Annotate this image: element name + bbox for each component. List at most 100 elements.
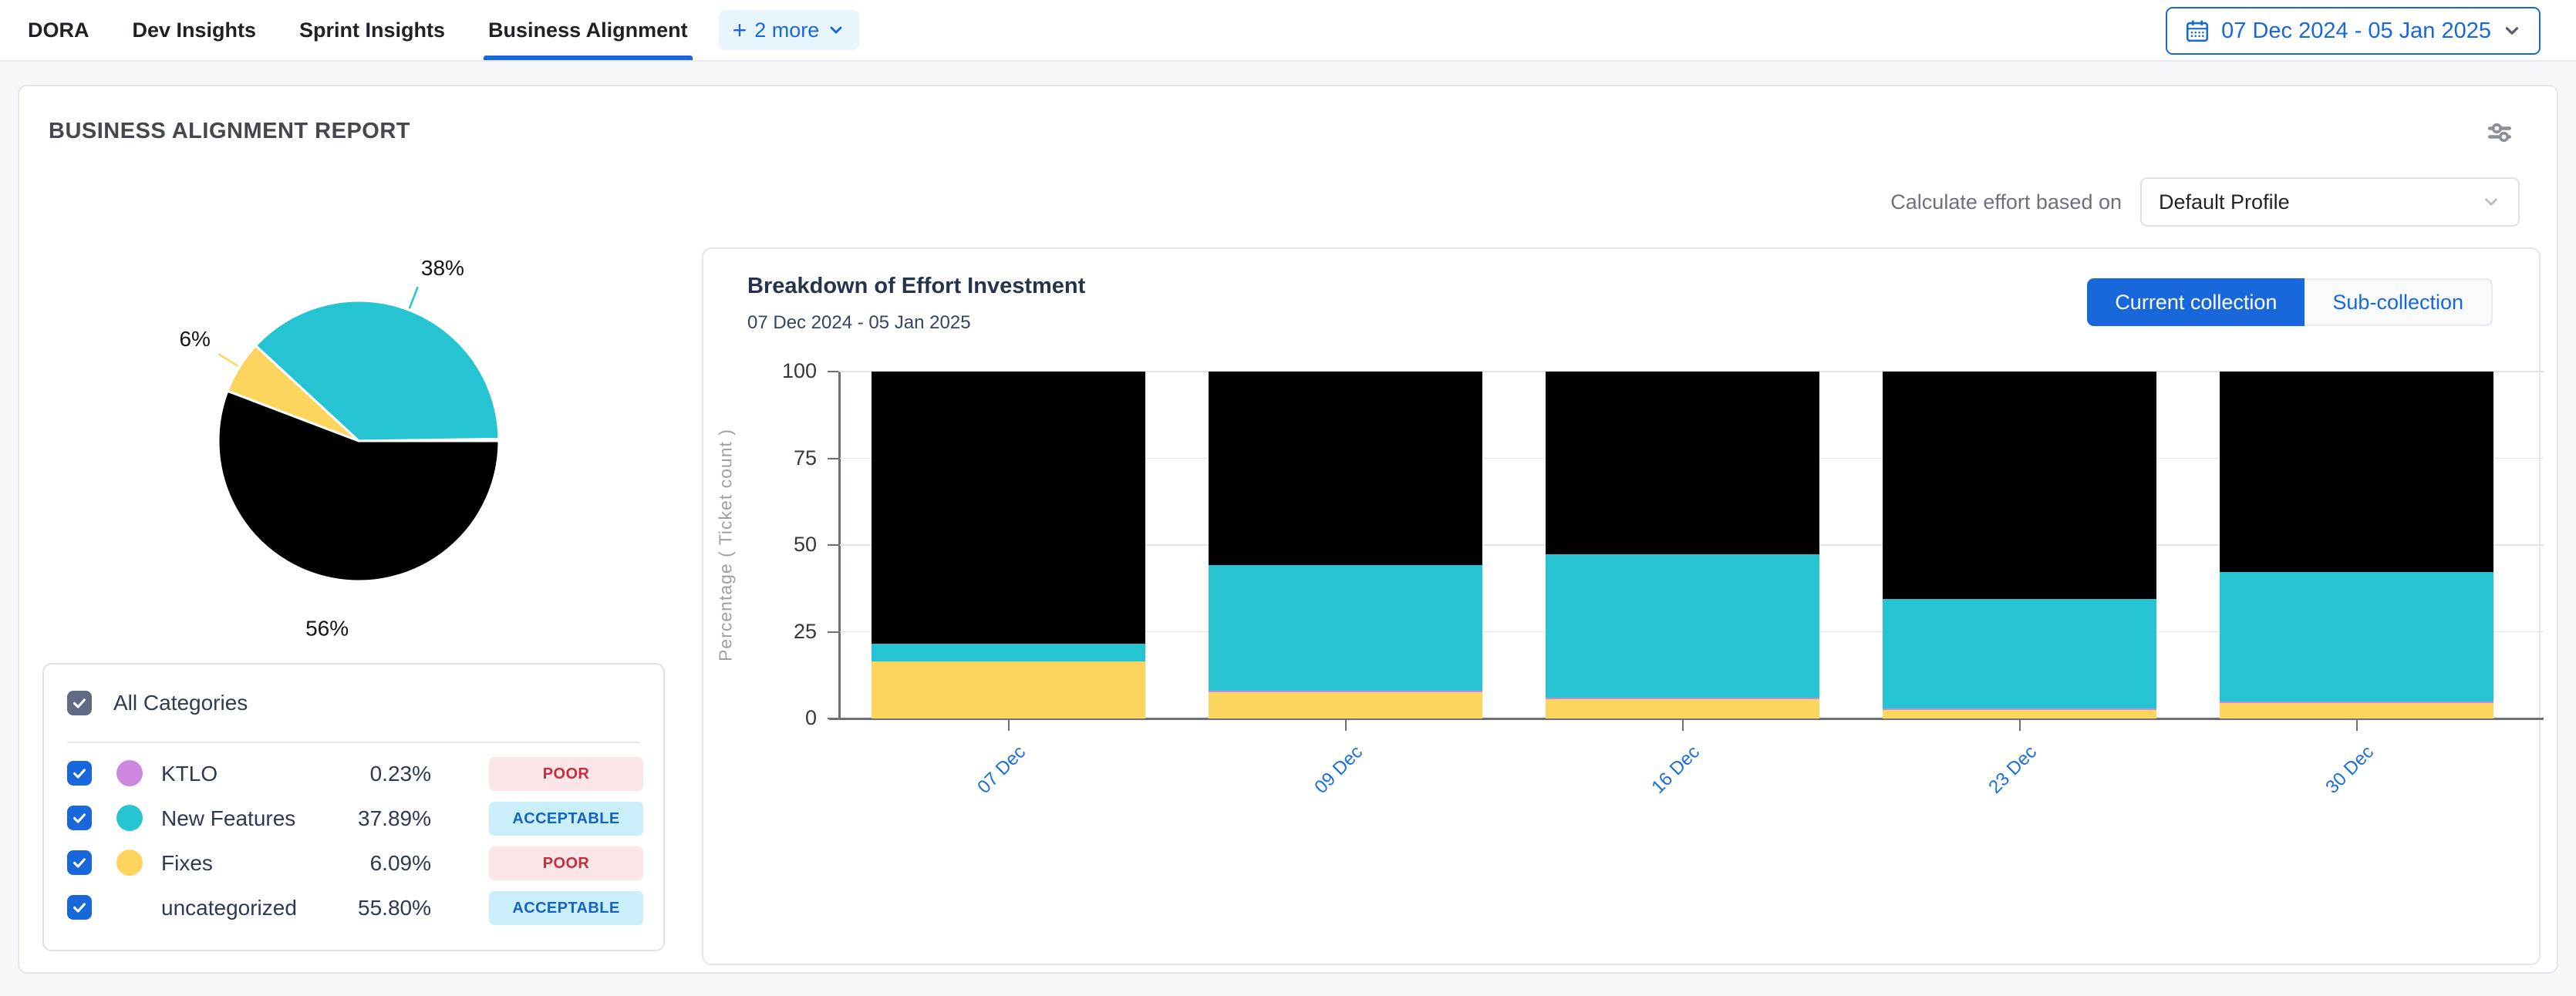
x-axis-tick (1681, 720, 1684, 731)
category-row-new-features: New Features 37.89% ACCEPTABLE (44, 796, 663, 840)
category-name: New Features (161, 806, 296, 830)
profile-select[interactable]: Default Profile (2140, 177, 2520, 227)
pie-label-line (408, 286, 419, 309)
date-range-picker[interactable]: 07 Dec 2024 - 05 Jan 2025 (2166, 7, 2541, 55)
tab-dora[interactable]: DORA (28, 18, 89, 42)
report-title: BUSINESS ALIGNMENT REPORT (49, 119, 411, 143)
bar-segment-ktlo[interactable] (1883, 708, 2156, 710)
tab-dev-insights[interactable]: Dev Insights (132, 18, 257, 42)
check-icon (73, 858, 86, 868)
bar-segment-uncategorized[interactable] (1883, 372, 2156, 599)
breakdown-title: Breakdown of Effort Investment (747, 274, 1086, 298)
effort-profile-label: Calculate effort based on (1890, 190, 2122, 214)
y-axis-tick-label: 0 (804, 706, 817, 729)
bar-segment-new-features[interactable] (872, 644, 1145, 661)
y-axis-title: Percentage ( Ticket count ) (715, 429, 736, 661)
status-badge: POOR (489, 846, 643, 880)
bar-segment-fixes[interactable] (1883, 709, 2156, 718)
check-icon (73, 813, 86, 823)
chevron-down-icon (2505, 27, 2519, 35)
breakdown-panel: Breakdown of Effort Investment 07 Dec 20… (702, 247, 2544, 965)
y-axis-tick-label: 50 (793, 533, 817, 556)
x-axis-tick-label: 30 Dec (2321, 742, 2378, 798)
bar-segment-new-features[interactable] (1209, 564, 1482, 691)
category-color-dot (116, 760, 143, 786)
x-axis-tick (2355, 720, 2358, 731)
all-categories-checkbox[interactable] (67, 691, 92, 715)
pie-slice-new-features[interactable] (254, 299, 501, 442)
x-axis-tick (1007, 720, 1010, 731)
pie-label: 38% (421, 256, 464, 280)
date-range-label: 07 Dec 2024 - 05 Jan 2025 (2221, 18, 2491, 43)
status-badge: ACCEPTABLE (489, 802, 643, 836)
breakdown-subtitle: 07 Dec 2024 - 05 Jan 2025 (747, 312, 971, 333)
current-collection-button[interactable]: Current collection (2087, 278, 2305, 326)
x-axis-line (829, 718, 2544, 720)
y-axis-tick (828, 631, 838, 633)
chevron-down-icon (2485, 198, 2497, 206)
check-icon (73, 903, 86, 913)
more-tabs-button[interactable]: + 2 more (718, 10, 860, 50)
y-axis-tick (828, 457, 838, 459)
tab-business-alignment[interactable]: Business Alignment (484, 0, 693, 60)
pie-label: 56% (305, 616, 349, 640)
stacked-bar-09-dec (1209, 372, 1482, 718)
gridline (840, 371, 2544, 372)
chart-settings-icon[interactable] (2483, 116, 2517, 150)
y-axis-tick (828, 718, 838, 719)
category-checkbox[interactable] (67, 806, 92, 830)
sub-collection-button[interactable]: Sub-collection (2305, 278, 2493, 326)
y-axis-tick-label: 100 (781, 359, 817, 382)
bar-segment-fixes[interactable] (1546, 699, 1819, 718)
category-name: uncategorized (161, 896, 297, 920)
y-axis-line (838, 372, 841, 720)
category-checkbox[interactable] (67, 850, 92, 875)
bar-segment-ktlo[interactable] (1546, 698, 1819, 700)
collection-toggle: Current collection Sub-collection (2087, 278, 2493, 326)
bar-segment-new-features[interactable] (1546, 554, 1819, 698)
category-checkbox[interactable] (67, 761, 92, 786)
bar-segment-uncategorized[interactable] (1546, 372, 1819, 555)
bar-segment-fixes[interactable] (1209, 692, 1482, 718)
divider (67, 742, 640, 743)
status-badge: POOR (489, 757, 643, 791)
categories-panel: All Categories KTLO 0.23% POOR New Featu… (42, 663, 665, 951)
plus-icon: + (732, 16, 747, 44)
category-row-fixes: Fixes 6.09% POOR (44, 840, 663, 885)
stacked-bar-07-dec (872, 372, 1145, 718)
stacked-bar-30-dec (2220, 372, 2493, 718)
category-color-dot (116, 805, 143, 831)
pie-slice-uncategorized[interactable] (217, 389, 501, 583)
y-axis-tick-label: 25 (793, 619, 817, 643)
category-row-uncategorized: uncategorized 55.80% ACCEPTABLE (44, 885, 663, 930)
x-axis-tick-label: 07 Dec (973, 742, 1030, 798)
category-value: 0.23% (369, 762, 431, 786)
bar-segment-ktlo[interactable] (1209, 691, 1482, 693)
bar-segment-uncategorized[interactable] (2220, 372, 2493, 572)
profile-select-value: Default Profile (2159, 190, 2290, 214)
check-icon (73, 698, 86, 708)
bar-segment-ktlo[interactable] (2220, 701, 2493, 703)
calendar-icon (2187, 20, 2209, 42)
effort-profile-row: Calculate effort based on Default Profil… (1890, 177, 2520, 227)
bar-segment-new-features[interactable] (1883, 598, 2156, 708)
bar-segment-uncategorized[interactable] (872, 372, 1145, 644)
bar-segment-new-features[interactable] (2220, 571, 2493, 702)
top-navbar: DORA Dev Insights Sprint Insights Busine… (0, 0, 2576, 62)
bar-segment-fixes[interactable] (2220, 702, 2493, 718)
pie-label-line (217, 353, 239, 368)
more-tabs-label: 2 more (754, 18, 820, 42)
x-axis-tick (2018, 720, 2021, 731)
bar-segment-fixes[interactable] (872, 661, 1145, 718)
category-name: Fixes (161, 851, 213, 875)
x-axis-tick (1344, 720, 1347, 731)
y-axis-tick (828, 371, 838, 372)
tab-sprint-insights[interactable]: Sprint Insights (299, 18, 446, 42)
category-color-dot (116, 850, 143, 876)
effort-pie-chart: 38% 6% 56% (19, 187, 729, 757)
bar-segment-uncategorized[interactable] (1209, 372, 1482, 565)
y-axis-tick-label: 75 (793, 446, 817, 469)
status-badge: ACCEPTABLE (489, 891, 643, 925)
stacked-bar-23-dec (1883, 372, 2156, 718)
category-checkbox[interactable] (67, 895, 92, 920)
